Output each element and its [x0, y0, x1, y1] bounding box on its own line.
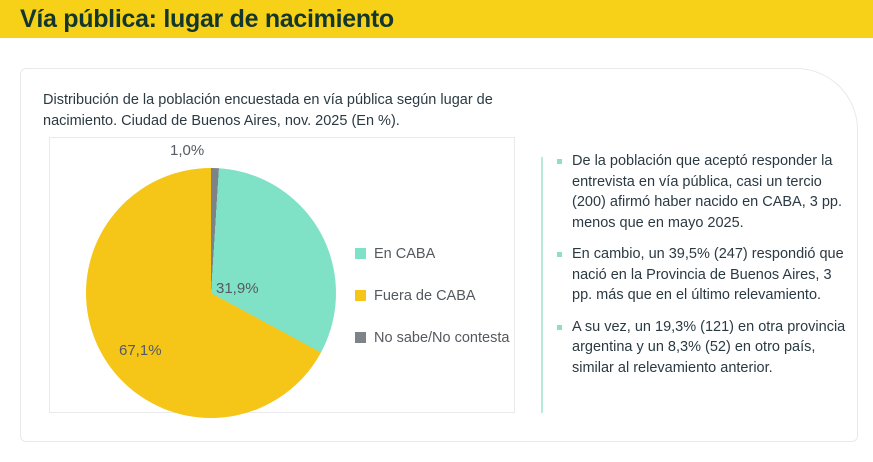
notes-list: De la población que aceptó responder la … [557, 151, 849, 389]
list-item: En cambio, un 39,5% (247) respondió que … [557, 244, 849, 306]
chart-legend: En CABA Fuera de CABA No sabe/No contest… [355, 244, 515, 370]
pie-chart: 1,0% 31,9% 67,1% [86, 142, 336, 418]
note-text: En cambio, un 39,5% (247) respondió que … [572, 246, 844, 303]
legend-item-no-sabe-no-contesta[interactable]: No sabe/No contesta [355, 328, 515, 347]
pie-label-no-sabe-no-contesta: 1,0% [170, 142, 205, 159]
legend-item-fuera-de-caba[interactable]: Fuera de CABA [355, 286, 515, 305]
chart-panel: 1,0% 31,9% 67,1% En CABA Fuera de CABA N… [49, 137, 515, 418]
legend-item-label: No sabe/No contesta [374, 329, 510, 346]
bullet-icon [557, 159, 562, 164]
chart-title: Distribución de la población encuestada … [43, 92, 493, 129]
legend-swatch-icon [355, 248, 366, 259]
pie-label-fuera-de-caba: 67,1% [119, 342, 162, 359]
legend-item-label: En CABA [374, 245, 436, 262]
legend-swatch-icon [355, 332, 366, 343]
legend-item-en-caba[interactable]: En CABA [355, 244, 515, 263]
content-card: Distribución de la población encuestada … [20, 68, 858, 442]
bullet-icon [557, 324, 562, 330]
note-text: De la población que aceptó responder la … [572, 153, 843, 231]
page-title: Vía pública: lugar de nacimiento [20, 5, 394, 33]
vertical-divider [541, 157, 543, 413]
header-band: Vía pública: lugar de nacimiento [0, 0, 873, 38]
legend-swatch-icon [355, 290, 366, 301]
bullet-icon [557, 252, 562, 257]
pie-label-en-caba: 31,9% [216, 280, 259, 297]
legend-item-label: Fuera de CABA [374, 287, 476, 304]
list-item: De la población que aceptó responder la … [557, 151, 849, 233]
pie-slices [86, 168, 336, 418]
list-item: A su vez, un 19,3% (121) en otra provinc… [557, 317, 849, 379]
note-text: A su vez, un 19,3% (121) en otra provinc… [572, 318, 846, 376]
